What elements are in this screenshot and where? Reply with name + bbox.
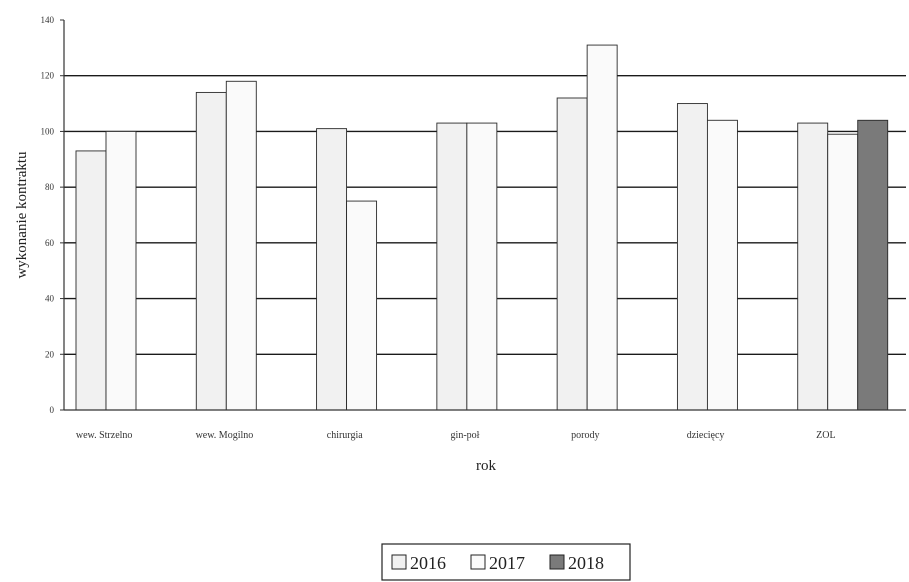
y-tick-80: 80 <box>45 182 55 192</box>
x-tick-3: gin-poł <box>451 430 480 441</box>
y-tick-labels: 0 20 40 60 80 100 120 140 <box>41 15 55 415</box>
bar-2016-4 <box>556 97 588 411</box>
bar-2017-1 <box>225 80 257 411</box>
y-tick-140: 140 <box>41 15 55 25</box>
bar-2016-1 <box>195 91 227 411</box>
legend-label-2018: 2018 <box>568 553 604 573</box>
x-tick-labels: wew. Strzelno wew. Mogilno chirurgia gin-po… <box>76 430 836 441</box>
y-axis-title: wykonanie kontraktu <box>14 151 30 279</box>
x-tick-1: wew. Mogilno <box>196 430 254 441</box>
legend-swatch-2017 <box>470 554 486 570</box>
bar-2016-0 <box>75 150 107 411</box>
x-tick-5: dziecięcy <box>687 430 725 441</box>
x-tick-2: chirurgia <box>327 430 363 441</box>
bar-2016-6 <box>797 122 829 411</box>
bar-2017-4 <box>586 44 618 411</box>
bar-2017-0 <box>105 130 137 411</box>
legend: 2016 2017 2018 <box>381 543 631 581</box>
y-tick-120: 120 <box>41 71 55 81</box>
bar-2017-2 <box>346 200 378 411</box>
x-tick-6: ZOL <box>816 430 835 441</box>
y-tick-60: 60 <box>45 238 55 248</box>
bar-2017-5 <box>706 119 738 411</box>
bar-2016-2 <box>316 128 348 411</box>
legend-swatch-2016 <box>391 554 407 570</box>
legend-swatch-2018 <box>549 554 565 570</box>
bar-2016-3 <box>436 122 468 411</box>
y-tick-0: 0 <box>50 405 55 415</box>
axes <box>60 19 906 411</box>
y-tick-100: 100 <box>41 126 55 136</box>
bar-2017-6 <box>827 133 859 411</box>
x-tick-4: porody <box>571 430 599 441</box>
x-axis-title: rok <box>476 458 496 474</box>
legend-label-2016: 2016 <box>410 553 446 573</box>
y-tick-20: 20 <box>45 349 55 359</box>
y-tick-40: 40 <box>45 294 55 304</box>
legend-box <box>381 543 631 581</box>
bars <box>75 44 889 411</box>
x-tick-0: wew. Strzelno <box>76 430 133 441</box>
bar-2018-6 <box>857 119 889 411</box>
legend-label-2017: 2017 <box>489 553 525 573</box>
bar-2016-5 <box>676 103 708 411</box>
bar-2017-3 <box>466 122 498 411</box>
